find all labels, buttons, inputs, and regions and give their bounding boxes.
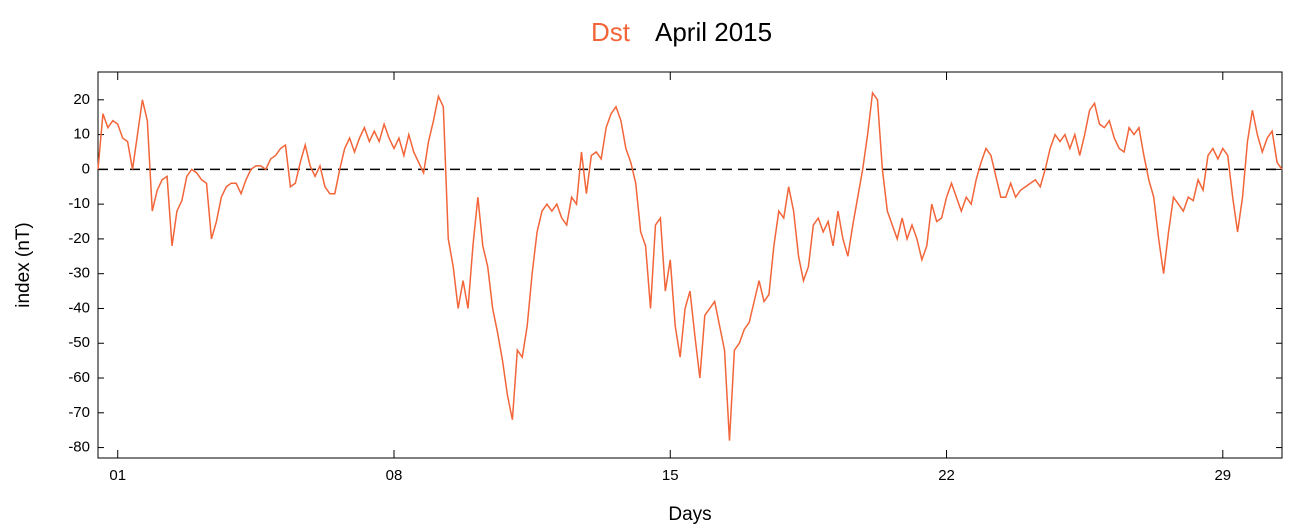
y-tick-label: -40 <box>68 299 90 316</box>
y-tick-label: -80 <box>68 439 90 456</box>
x-tick-label: 08 <box>386 467 403 484</box>
chart-title: April 2015 <box>655 17 772 47</box>
x-tick-label: 22 <box>938 467 955 484</box>
data-line <box>97 90 1283 441</box>
y-tick-label: -20 <box>68 230 90 247</box>
x-tick-label: 29 <box>1214 467 1231 484</box>
x-axis-label: Days <box>668 504 711 525</box>
y-tick-label: 20 <box>73 91 90 108</box>
x-tick-label: 01 <box>109 467 126 484</box>
y-tick-label: -10 <box>68 195 90 212</box>
x-tick-label: 15 <box>662 467 679 484</box>
y-tick-label: -30 <box>68 265 90 282</box>
y-tick-label: 0 <box>82 160 90 177</box>
y-tick-label: -60 <box>68 369 90 386</box>
y-tick-label: -50 <box>68 334 90 351</box>
y-tick-label: -70 <box>68 404 90 421</box>
plot-frame <box>97 71 1283 459</box>
y-tick-label: 10 <box>73 126 90 143</box>
series-title: Dst <box>591 17 631 47</box>
y-axis-label: index (nT) <box>13 222 34 308</box>
